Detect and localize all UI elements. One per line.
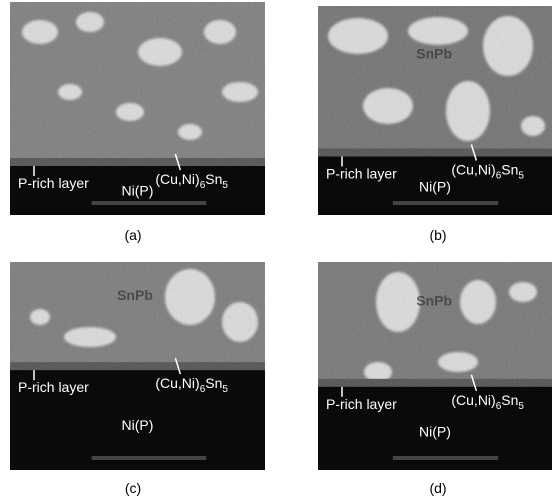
figure: P-rich layer(Cu,Ni)6Sn5Ni(P)(a)SnPbP-ric… (0, 0, 552, 498)
p-rich-label: P-rich layer (18, 379, 89, 395)
imc-label-part: (Cu,Ni) (451, 161, 495, 177)
imc-label-part: (Cu,Ni) (155, 375, 199, 391)
substrate-label: Ni(P) (122, 182, 154, 198)
p-rich-label: P-rich layer (326, 165, 397, 181)
substrate-label: Ni(P) (419, 179, 451, 195)
imc-label-part: Sn (205, 171, 222, 187)
imc-label-part: (Cu,Ni) (451, 392, 495, 408)
p-rich-label: P-rich layer (326, 396, 397, 412)
imc-label-part: Sn (205, 375, 222, 391)
panel-label: (c) (125, 480, 141, 496)
panel-label: (d) (429, 480, 446, 496)
substrate-label: Ni(P) (122, 417, 154, 433)
scale-bar-text (393, 456, 498, 460)
panels: P-rich layer(Cu,Ni)6Sn5Ni(P)(a)SnPbP-ric… (10, 2, 552, 496)
phase-label: SnPb (117, 287, 153, 303)
imc-label-part: 5 (518, 170, 524, 181)
imc-label-part: 5 (222, 180, 228, 191)
imc-label-part: (Cu,Ni) (155, 171, 199, 187)
scale-bar-text (393, 201, 498, 205)
imc-label-part: Sn (501, 392, 518, 408)
scale-bar-text (92, 201, 207, 205)
phase-label: SnPb (416, 46, 452, 62)
p-rich-label: P-rich layer (18, 175, 89, 191)
imc-label-part: 5 (222, 384, 228, 395)
substrate-label: Ni(P) (419, 424, 451, 440)
imc-label-part: Sn (501, 161, 518, 177)
panel-label: (a) (124, 227, 141, 243)
scale-bar-text (92, 456, 207, 460)
phase-label: SnPb (416, 293, 452, 309)
panel-label: (b) (429, 227, 446, 243)
imc-label-part: 5 (518, 401, 524, 412)
